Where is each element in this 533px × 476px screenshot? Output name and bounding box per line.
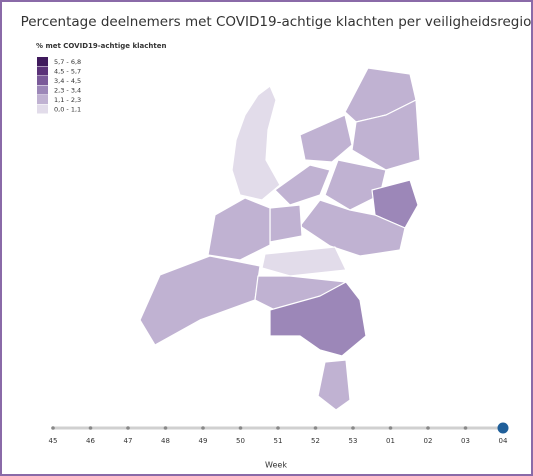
slider-tick[interactable] — [238, 426, 243, 430]
week-label[interactable]: 46 — [86, 437, 95, 445]
map — [139, 67, 421, 411]
legend-swatch — [37, 76, 48, 85]
legend-label: 0,0 - 1,1 — [54, 106, 81, 114]
week-label[interactable]: 45 — [49, 437, 58, 445]
legend-swatch — [37, 66, 48, 76]
legend-label: 5,7 - 6,8 — [54, 58, 81, 66]
region[interactable] — [317, 359, 351, 411]
legend-title: % met COVID19-achtige klachten — [36, 42, 166, 50]
week-label[interactable]: 47 — [124, 437, 133, 445]
region[interactable] — [274, 164, 331, 206]
region[interactable] — [231, 85, 281, 201]
legend-label: 4,5 - 5,7 — [54, 68, 81, 76]
title: Percentage deelnemers met COVID19-achtig… — [21, 14, 532, 30]
region[interactable] — [371, 179, 419, 229]
slider-tick[interactable] — [426, 426, 430, 430]
region[interactable] — [261, 246, 347, 277]
week-label[interactable]: 52 — [311, 437, 320, 445]
slider-tick[interactable] — [126, 426, 130, 430]
region[interactable] — [207, 197, 271, 261]
slider-tick[interactable] — [388, 426, 393, 430]
week-label[interactable]: 48 — [161, 437, 170, 445]
slider-tick[interactable] — [201, 426, 205, 430]
legend-swatch — [37, 85, 48, 95]
region[interactable] — [269, 281, 367, 357]
week-label[interactable]: 01 — [386, 437, 395, 445]
region[interactable] — [269, 204, 303, 243]
legend-swatch — [37, 95, 48, 104]
slider-tick[interactable] — [276, 426, 280, 430]
region[interactable] — [324, 159, 387, 211]
week-label[interactable]: 53 — [349, 437, 358, 445]
region[interactable] — [351, 99, 421, 171]
week-label[interactable]: 51 — [274, 437, 283, 445]
legend-swatch — [37, 104, 48, 114]
slider-tick[interactable] — [163, 426, 168, 430]
week-label[interactable]: 49 — [199, 437, 208, 445]
slider-tick[interactable] — [463, 426, 468, 430]
timeline: 45 46 47 48 49 50 51 52 53 01 02 03 04 — [49, 422, 509, 445]
slider-tick[interactable] — [88, 426, 93, 430]
legend-swatch — [37, 57, 48, 66]
legend: 5,7 - 6,8 4,5 - 5,73,4 - 4,5 2,3 - 3,41,1 … — [37, 57, 81, 114]
slider-tick[interactable] — [51, 426, 55, 430]
axis-label: Week — [265, 461, 287, 470]
region[interactable] — [299, 199, 406, 257]
week-label[interactable]: 50 — [236, 437, 245, 445]
legend-label: 2,3 - 3,4 — [54, 87, 81, 95]
legend-label: 3,4 - 4,5 — [54, 77, 81, 85]
slider-tick[interactable] — [351, 426, 355, 430]
slider-knob[interactable] — [497, 422, 509, 434]
week-label[interactable]: 03 — [461, 437, 470, 445]
week-label[interactable]: 04 — [499, 437, 508, 445]
legend-label: 1,1 - 2,3 — [54, 96, 81, 104]
region[interactable] — [139, 255, 261, 346]
week-label[interactable]: 02 — [424, 437, 433, 445]
slider-tick[interactable] — [313, 426, 318, 430]
region[interactable] — [299, 114, 353, 163]
